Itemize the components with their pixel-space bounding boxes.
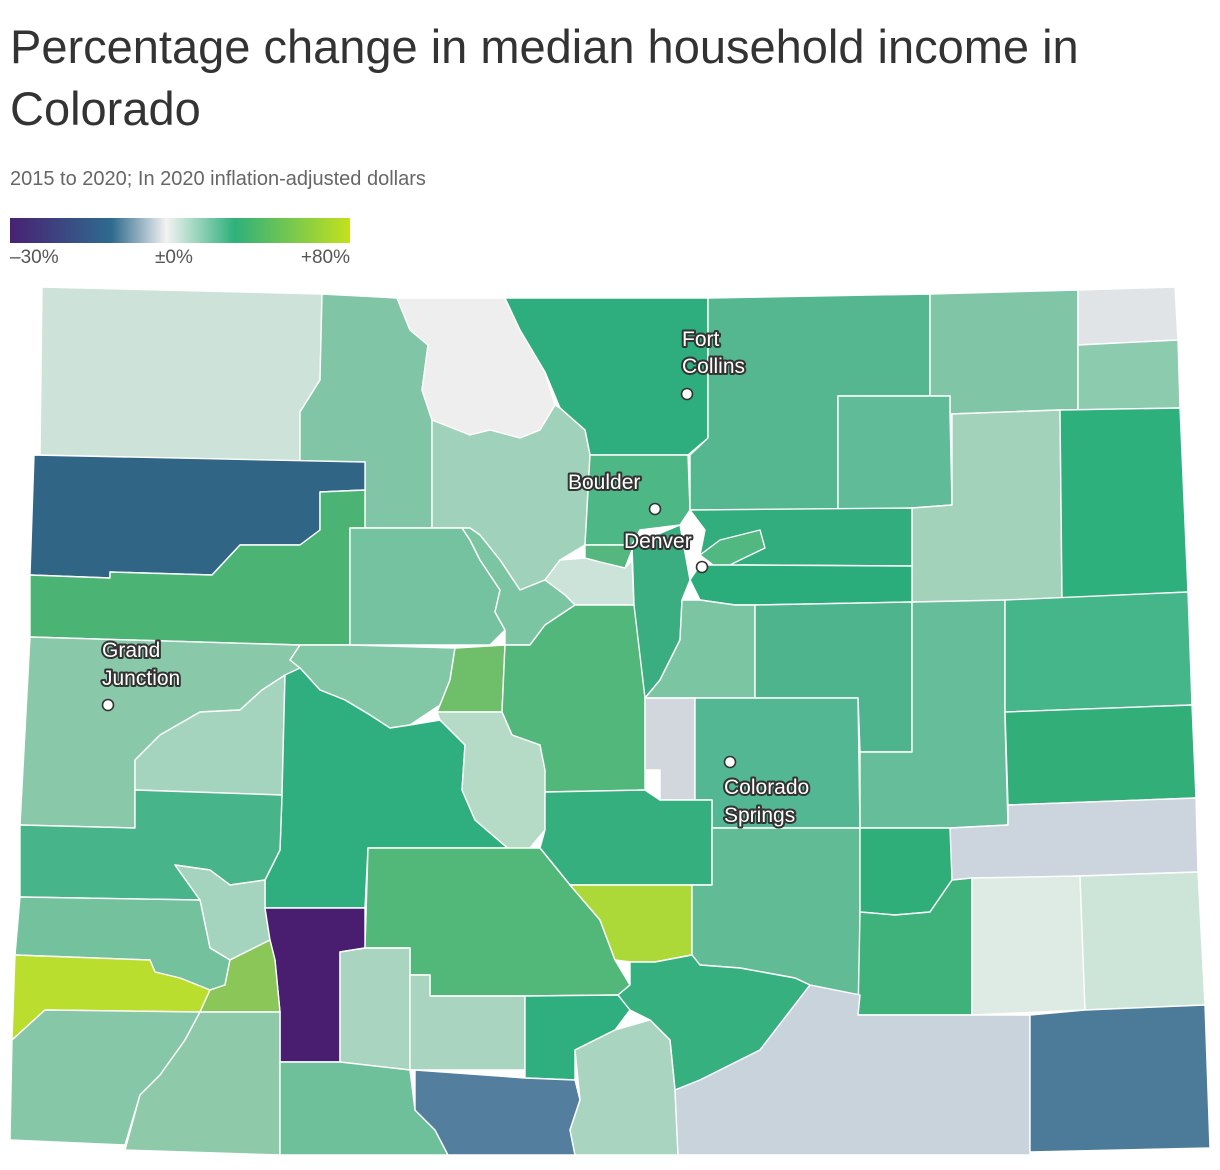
city-label-grand-junction: Grand Junction bbox=[102, 639, 180, 690]
city-label-colorado-springs: Colorado Springs bbox=[724, 776, 815, 827]
city-label-line: Junction bbox=[102, 667, 180, 690]
city-label-line: Springs bbox=[724, 804, 795, 827]
county-logan[interactable] bbox=[929, 289, 1079, 415]
county-las-animas[interactable] bbox=[674, 984, 1031, 1156]
legend-min-label: –30% bbox=[10, 247, 59, 268]
county-moffat[interactable] bbox=[39, 286, 323, 463]
county-arapahoe[interactable] bbox=[689, 564, 913, 606]
county-baca-north[interactable] bbox=[1079, 871, 1206, 1011]
city-label-line: Fort bbox=[682, 328, 720, 351]
city-label-line: Boulder bbox=[568, 471, 640, 494]
legend-gradient-bar bbox=[10, 218, 350, 243]
city-label-boulder: Boulder bbox=[568, 471, 640, 494]
county-prowers[interactable] bbox=[971, 875, 1086, 1016]
city-marker-boulder bbox=[648, 502, 662, 516]
county-cheyenne[interactable] bbox=[1004, 704, 1197, 806]
county-morgan[interactable] bbox=[837, 395, 953, 511]
county-fremont[interactable] bbox=[539, 789, 713, 886]
city-label-line: Collins bbox=[682, 355, 745, 378]
county-phillips[interactable] bbox=[1077, 339, 1181, 411]
city-marker-grand-junction bbox=[101, 698, 115, 712]
city-marker-fort-collins bbox=[680, 387, 694, 401]
county-yuma[interactable] bbox=[1059, 407, 1189, 599]
legend-max-label: +80% bbox=[300, 247, 350, 268]
county-la-plata[interactable] bbox=[124, 1011, 281, 1156]
county-sedgwick[interactable] bbox=[1077, 286, 1179, 346]
city-label-line: Denver bbox=[624, 530, 692, 553]
city-marker-denver bbox=[695, 560, 709, 574]
county-kit-carson[interactable] bbox=[1004, 591, 1193, 713]
city-label-line: Grand bbox=[102, 639, 160, 662]
city-label-fort-collins: Fort Collins bbox=[682, 328, 745, 378]
city-label-line: Colorado bbox=[724, 776, 809, 799]
city-label-denver: Denver bbox=[624, 530, 692, 553]
city-marker-colorado-springs bbox=[723, 755, 737, 769]
chart-subtitle: 2015 to 2020; In 2020 inflation-adjusted… bbox=[10, 168, 426, 190]
legend-mid-label: ±0% bbox=[155, 247, 193, 268]
county-baca[interactable] bbox=[1029, 1004, 1211, 1153]
chart-title: Percentage change in median household in… bbox=[10, 20, 1079, 135]
county-mineral[interactable] bbox=[339, 947, 411, 1071]
color-legend: –30% ±0% +80% bbox=[10, 218, 350, 268]
county-teller[interactable] bbox=[644, 697, 696, 801]
